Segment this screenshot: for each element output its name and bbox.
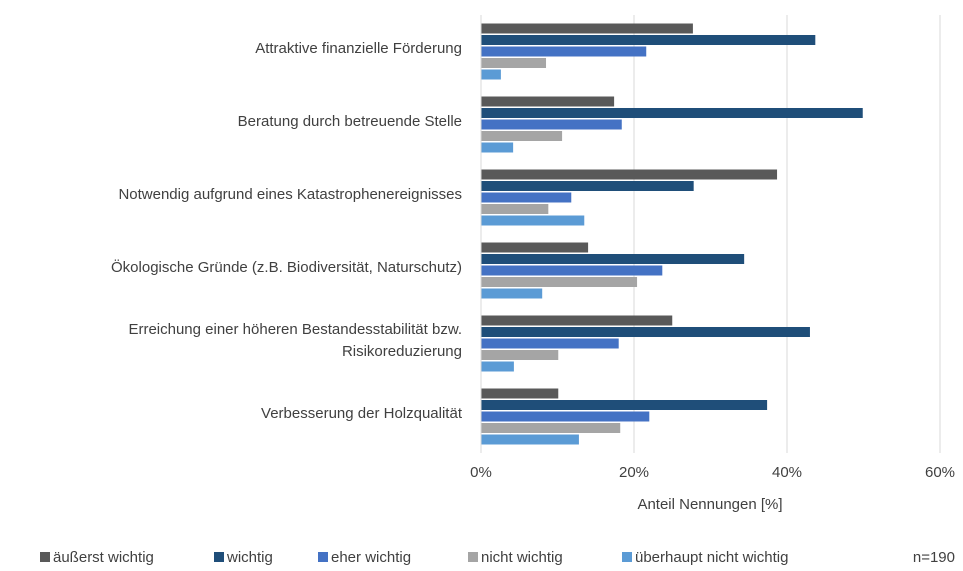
bar: [481, 388, 559, 399]
legend-label: eher wichtig: [331, 549, 411, 566]
bar: [481, 327, 810, 337]
legend-label: äußerst wichtig: [53, 549, 154, 566]
bar: [481, 265, 663, 276]
category-label: Verbesserung der Holzqualität: [261, 404, 462, 422]
x-tick-label: 40%: [772, 464, 802, 481]
bar: [481, 215, 585, 226]
bar: [481, 350, 559, 360]
bar: [481, 119, 622, 130]
legend-label: wichtig: [226, 549, 273, 566]
legend-swatch: [318, 552, 328, 562]
bar: [481, 192, 572, 203]
bar: [481, 277, 638, 287]
bar: [481, 108, 863, 118]
bar: [481, 254, 745, 264]
bar: [481, 23, 693, 34]
bar: [481, 96, 615, 107]
category-label: Ökologische Gründe (z.B. Biodiversität, …: [111, 258, 462, 276]
bar: [481, 242, 589, 253]
x-axis-title: Anteil Nennungen [%]: [637, 496, 782, 513]
legend-label: nicht wichtig: [481, 549, 563, 566]
category-label: Beratung durch betreuende Stelle: [237, 112, 462, 130]
bar: [481, 288, 543, 299]
legend-swatch: [468, 552, 478, 562]
bar: [481, 142, 514, 153]
bar: [481, 434, 579, 445]
legend-label: überhaupt nicht wichtig: [635, 549, 788, 566]
category-label: Attraktive finanzielle Förderung: [255, 39, 462, 57]
category-label: Notwendig aufgrund eines Katastrophenere…: [118, 185, 462, 203]
bar: [481, 181, 694, 191]
legend-swatch: [622, 552, 632, 562]
bar: [481, 35, 816, 45]
annotation: n=190: [913, 549, 955, 566]
bar: [481, 411, 650, 422]
legend-swatch: [40, 552, 50, 562]
bar: [481, 338, 619, 349]
bar: [481, 204, 549, 214]
bar: [481, 69, 501, 80]
x-tick-label: 0%: [470, 464, 492, 481]
bar: [481, 315, 673, 326]
bar: [481, 400, 768, 410]
x-tick-label: 60%: [925, 464, 955, 481]
bar: [481, 46, 647, 57]
bar: [481, 131, 563, 141]
legend-swatch: [214, 552, 224, 562]
x-tick-label: 20%: [619, 464, 649, 481]
bar: [481, 169, 778, 180]
category-label: Erreichung einer höheren Bestandesstabil…: [128, 320, 462, 360]
bar: [481, 361, 514, 372]
bar: [481, 423, 621, 433]
bar: [481, 58, 547, 68]
